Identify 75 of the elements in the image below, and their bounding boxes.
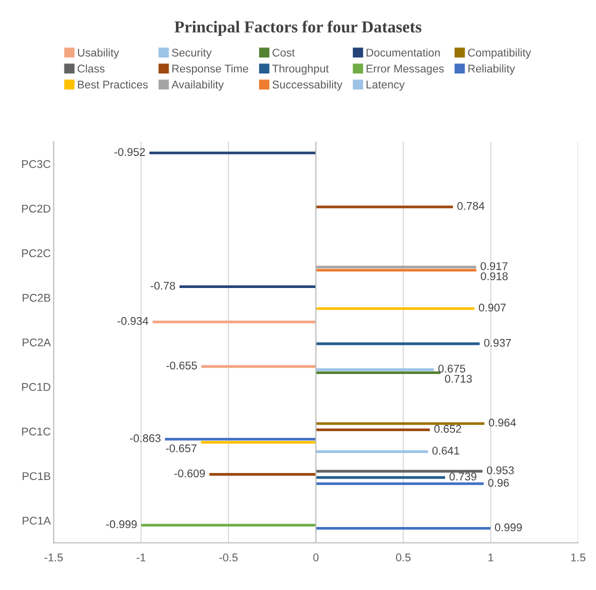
legend-label: Usability	[78, 48, 120, 59]
data-label: 0.652	[434, 424, 462, 433]
chart-title: Principal Factors for four Datasets	[174, 20, 422, 36]
legend-label: Error Messages	[366, 64, 444, 75]
data-label: -0.657	[166, 444, 196, 452]
bar	[316, 422, 484, 425]
y-tick-label: PC2A	[22, 338, 51, 346]
bar	[316, 307, 474, 310]
x-tick-label: -0.5	[219, 554, 238, 562]
y-tick-label: PC2D	[22, 204, 50, 213]
data-label: 0.641	[432, 446, 460, 455]
data-label: -0.999	[106, 520, 137, 528]
legend-label: Best Practices	[78, 80, 148, 89]
bar	[316, 428, 430, 432]
bar	[209, 473, 316, 476]
data-label: 0.96	[488, 478, 509, 487]
legend-label: Documentation	[366, 48, 440, 57]
data-label: 0.713	[444, 374, 472, 383]
data-label: -0.952	[114, 148, 145, 156]
bar	[152, 320, 316, 324]
y-tick-label: PC1B	[22, 472, 50, 480]
bar	[316, 268, 476, 272]
x-tick-label: 0.5	[396, 554, 411, 562]
data-label: 0.784	[457, 202, 484, 210]
x-tick-label: -1.5	[44, 554, 63, 562]
bar	[141, 524, 316, 527]
x-tick-label: -1	[136, 554, 146, 562]
data-label: -0.609	[174, 469, 205, 478]
data-label: -0.863	[130, 434, 161, 442]
y-tick-label: PC1C	[22, 428, 50, 436]
data-label: 0.675	[438, 364, 466, 373]
bar	[316, 482, 484, 486]
bar	[201, 440, 316, 444]
legend-label: Compatibility	[468, 48, 532, 59]
legend-label: Response Time	[172, 64, 248, 75]
data-label: 0.739	[450, 472, 476, 480]
bar	[165, 438, 316, 440]
legend-label: Successability	[272, 80, 342, 91]
bar	[316, 476, 446, 479]
data-label: 0.937	[484, 338, 511, 347]
data-label: -0.78	[150, 282, 176, 290]
data-label: 0.964	[488, 418, 516, 427]
bar	[316, 470, 482, 473]
y-tick-label: PC1A	[22, 516, 51, 525]
data-label: 0.953	[486, 466, 514, 474]
data-label: 0.907	[478, 304, 506, 312]
bar	[201, 365, 316, 368]
y-tick-label: PC2C	[22, 249, 50, 258]
data-label: -0.934	[118, 317, 148, 325]
data-label: 0.999	[494, 523, 522, 532]
legend-label: Security	[172, 48, 212, 59]
legend-label: Availability	[172, 80, 224, 91]
x-tick-label: 0	[313, 554, 319, 562]
y-tick-label: PC2B	[22, 294, 50, 302]
bar	[316, 206, 453, 208]
bar	[316, 342, 480, 346]
legend-label: Cost	[272, 48, 295, 57]
data-label: -0.655	[166, 362, 197, 370]
bar	[149, 152, 316, 154]
bar	[316, 368, 434, 371]
legend-label: Class	[78, 64, 105, 73]
y-tick-label: PC3C	[22, 160, 50, 168]
x-tick-label: 1.5	[571, 554, 586, 562]
y-tick-label: PC1D	[22, 383, 50, 391]
data-label: 0.917	[480, 262, 508, 270]
bar	[316, 526, 491, 530]
bar	[316, 266, 476, 268]
x-tick-label: 1	[488, 554, 494, 562]
data-label: 0.918	[480, 272, 508, 280]
bar	[316, 371, 441, 374]
bar	[180, 285, 316, 288]
legend-label: Latency	[366, 80, 405, 91]
legend-label: Throughput	[272, 64, 329, 75]
bar	[316, 450, 428, 453]
legend-label: Reliability	[468, 64, 516, 75]
